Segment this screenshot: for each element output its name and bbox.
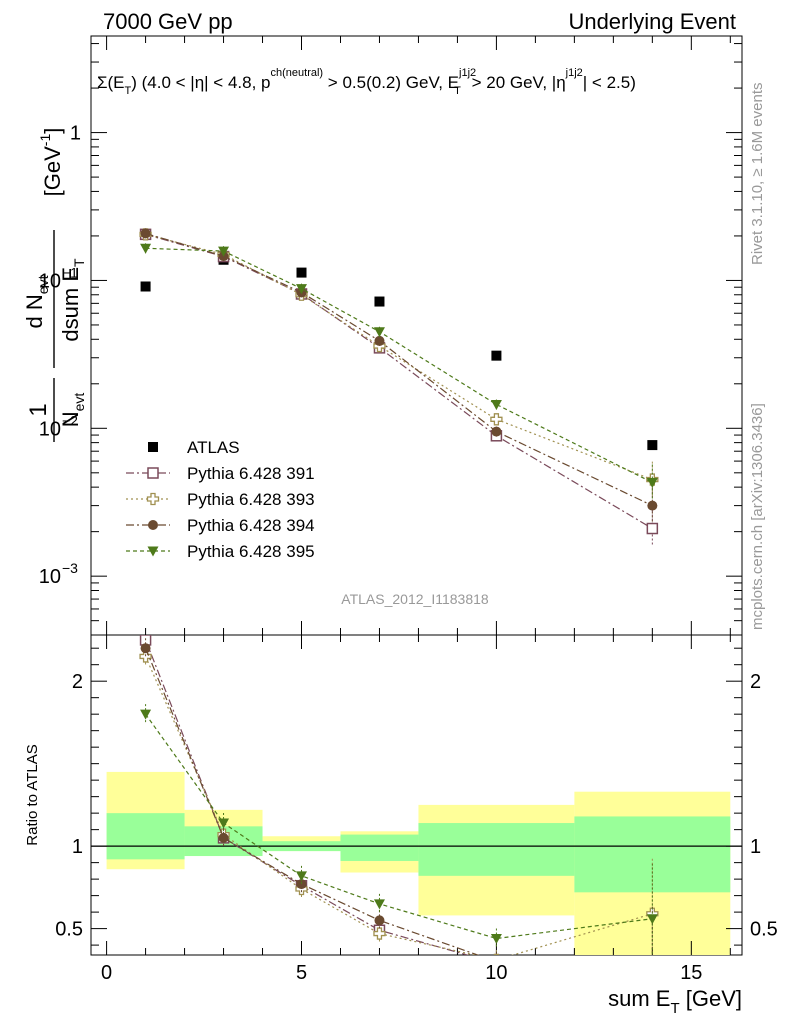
legend-entry-pythia-391: Pythia 6.428 391 (126, 464, 315, 483)
pythia-395-ratio-line (145, 713, 653, 940)
legend-entry-pythia-394: Pythia 6.428 394 (126, 516, 315, 535)
y-tick-label: 10 (39, 418, 61, 440)
pythia-394-ratio-point (647, 957, 657, 967)
legend-marker (148, 520, 158, 530)
legend-marker (146, 492, 160, 506)
plot-title: Σ(ET) (4.0 < |η| < 4.8, pch(neutral) > 0… (97, 67, 636, 97)
pythia-391-point (646, 522, 659, 535)
pythia-394-ratio-line (145, 647, 480, 955)
ratio-tick-label-right: 2 (750, 671, 761, 693)
pythia-395-ratio-point (373, 899, 385, 910)
x-tick-label: 10 (485, 962, 507, 984)
legend-entry-ATLAS: ATLAS (148, 438, 240, 457)
svg-text:[GeV-1]: [GeV-1] (37, 128, 65, 197)
y-axis-label: 1 Nevt d Nevt dsum ET [GeV-1] (22, 128, 87, 442)
pythia-395-point (140, 243, 152, 254)
uncertainty-band-inner (418, 823, 575, 876)
mcplots-label: mcplots.cern.ch [arXiv:1306.3436] (749, 403, 766, 630)
ATLAS-point (491, 350, 502, 361)
pythia-395-ratio-point (490, 934, 502, 945)
ATLAS-point (374, 296, 385, 307)
uncertainty-band-inner (106, 813, 185, 860)
uncertainty-band-inner (340, 834, 419, 861)
x-tick-label: 0 (101, 962, 112, 984)
ATLAS-point (296, 267, 307, 278)
pythia-393-ratio-line (145, 656, 653, 955)
y-tick-label: 1 (70, 123, 81, 145)
pythia-394-point (647, 500, 658, 511)
pythia-391-ratio-point (647, 962, 657, 972)
ratio-tick-label-right: 0.5 (750, 919, 778, 941)
ratio-tick-label-left: 1 (72, 836, 83, 858)
header-right: Underlying Event (568, 9, 736, 34)
pythia-393-point (490, 413, 503, 426)
legend: ATLAS Pythia 6.428 391 Pythia 6.428 393 Pyt… (126, 438, 315, 561)
legend-label: Pythia 6.428 391 (187, 464, 315, 483)
legend-marker (147, 546, 159, 557)
pythia-395-point (296, 284, 308, 295)
y-tick-exponent: −3 (62, 560, 78, 576)
legend-marker (148, 442, 158, 452)
pythia-394-point (491, 426, 502, 437)
x-axis-label: sum ET [GeV] (608, 986, 742, 1017)
x-tick-label: 5 (296, 962, 307, 984)
pythia-391-ratio-line (145, 639, 470, 955)
ratio-tick-label-left: 0.5 (55, 919, 83, 941)
pythia-395-point (490, 399, 502, 410)
ratio-tick-label-left: 2 (72, 671, 83, 693)
ATLAS-point (647, 440, 658, 451)
pythia-395-point (373, 327, 385, 338)
pythia-394-point (374, 335, 385, 346)
legend-label: ATLAS (187, 438, 240, 457)
y-tick-exponent: −1 (62, 264, 78, 280)
ATLAS-point (140, 281, 151, 292)
pythia-395-ratio-point (646, 914, 658, 925)
pythia-395-point (646, 477, 658, 488)
svg-text:d Nevt: d Nevt (22, 275, 51, 328)
svg-text:dsum ET: dsum ET (58, 258, 87, 342)
analysis-label: ATLAS_2012_I1183818 (341, 591, 489, 607)
pythia-395-ratio-point (296, 871, 308, 882)
header-left: 7000 GeV pp (103, 9, 233, 34)
pythia-393-ratio-point (493, 953, 500, 955)
y-tick-exponent: −2 (62, 412, 78, 428)
x-tick-label: 15 (680, 962, 702, 984)
pythia-394-ratio-point (218, 832, 229, 843)
svg-text:Nevt: Nevt (58, 393, 87, 428)
pythia-394-line (145, 232, 653, 507)
y-tick-label: 10 (39, 566, 61, 588)
ratio-tick-label-right: 1 (750, 836, 761, 858)
legend-label: Pythia 6.428 394 (187, 516, 315, 535)
pythia-394-point (140, 228, 151, 239)
pythia-391-line (145, 233, 653, 530)
svg-text:1: 1 (25, 403, 52, 416)
legend-marker (147, 467, 159, 479)
pythia-395-ratio-point (140, 709, 152, 720)
legend-label: Pythia 6.428 393 (187, 490, 315, 509)
ratio-y-label: Ratio to ATLAS (24, 744, 41, 845)
y-tick-label: 10 (39, 270, 61, 292)
pythia-393-ratio-point (373, 927, 386, 940)
rivet-label: Rivet 3.1.10, ≥ 1.6M events (749, 83, 766, 266)
legend-label: Pythia 6.428 395 (187, 542, 315, 561)
pythia-394-ratio-point (374, 915, 385, 926)
pythia-394-ratio-point (296, 879, 307, 890)
legend-entry-pythia-395: Pythia 6.428 395 (126, 542, 315, 561)
legend-entry-pythia-393: Pythia 6.428 393 (126, 490, 315, 509)
ratio-panel-frame (90, 634, 743, 956)
pythia-395-ratio-point (218, 818, 230, 829)
pythia-395-line (145, 247, 653, 484)
pythia-395-point (218, 246, 230, 257)
pythia-394-ratio-point (140, 643, 151, 654)
